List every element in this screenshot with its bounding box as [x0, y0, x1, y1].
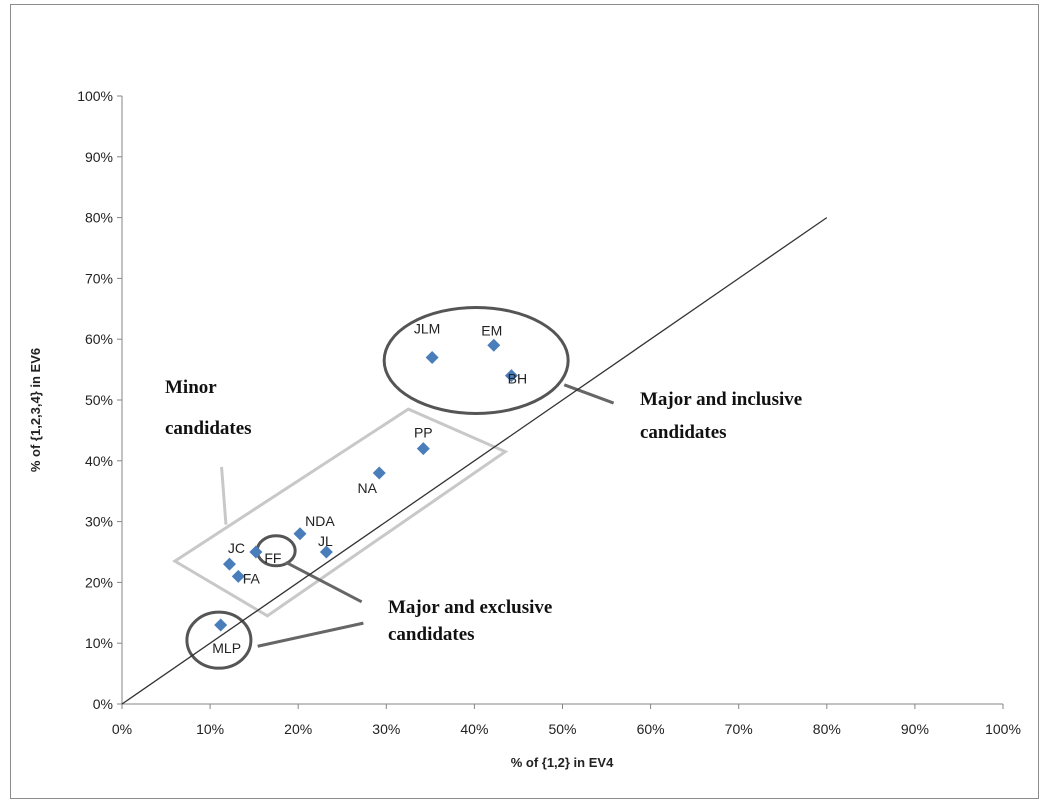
- y-tick-label: 30%: [85, 514, 113, 530]
- data-label-ff: FF: [264, 550, 281, 566]
- major-exclusive-pointer-ff: [285, 561, 363, 604]
- y-tick-label: 50%: [85, 392, 113, 408]
- chart-frame: [10, 4, 1039, 799]
- y-tick-label: 20%: [85, 574, 113, 590]
- x-tick-label: 20%: [284, 721, 312, 737]
- y-tick-label: 40%: [85, 453, 113, 469]
- data-label-em: EM: [481, 322, 502, 338]
- annotation-minor-candidates: Minor candidates: [165, 377, 252, 439]
- x-tick-label: 80%: [813, 721, 841, 737]
- data-point-jlm: [425, 350, 439, 364]
- data-label-jc: JC: [228, 540, 245, 556]
- data-point-pp: [416, 442, 430, 456]
- diagonal-reference-line: [121, 217, 828, 705]
- y-tick-label: 90%: [85, 149, 113, 165]
- x-tick-label: 70%: [725, 721, 753, 737]
- data-point-nda: [293, 527, 307, 541]
- x-tick-label: 60%: [637, 721, 665, 737]
- data-label-jl: JL: [318, 533, 333, 549]
- annotation-major-inclusive: Major and inclusive candidates: [640, 389, 807, 443]
- data-point-jc: [222, 557, 236, 571]
- y-tick-label: 80%: [85, 210, 113, 226]
- y-tick-label: 60%: [85, 331, 113, 347]
- y-axis-title: % of {1,2,3,4} in EV6: [28, 348, 43, 472]
- data-point-mlp: [214, 618, 228, 632]
- y-tick-label: 100%: [77, 88, 113, 104]
- data-label-pp: PP: [414, 425, 433, 441]
- data-label-nda: NDA: [305, 513, 335, 529]
- data-point-em: [487, 338, 501, 352]
- x-tick-label: 0%: [112, 721, 132, 737]
- x-tick-label: 40%: [460, 721, 488, 737]
- minor-candidates-pointer: [220, 466, 228, 525]
- data-label-na: NA: [358, 480, 378, 496]
- x-tick-label: 10%: [196, 721, 224, 737]
- y-tick-label: 10%: [85, 635, 113, 651]
- data-label-jlm: JLM: [414, 320, 440, 336]
- x-axis-title: % of {1,2} in EV4: [511, 755, 614, 770]
- data-point-jl: [319, 545, 333, 559]
- data-label-mlp: MLP: [212, 640, 241, 656]
- data-label-fa: FA: [243, 570, 261, 586]
- data-label-bh: BH: [508, 371, 527, 387]
- x-tick-label: 30%: [372, 721, 400, 737]
- mlp-ellipse: [185, 610, 253, 670]
- minor-candidates-box: [172, 407, 509, 618]
- y-tick-label: 70%: [85, 270, 113, 286]
- x-tick-label: 90%: [901, 721, 929, 737]
- x-tick-label: 100%: [985, 721, 1021, 737]
- major-inclusive-ellipse: [382, 305, 570, 415]
- annotation-major-exclusive: Major and exclusive candidates: [388, 597, 557, 645]
- data-point-fa: [231, 569, 245, 583]
- data-point-bh: [504, 369, 518, 383]
- x-tick-label: 50%: [548, 721, 576, 737]
- major-exclusive-pointer-mlp: [257, 621, 364, 648]
- data-point-ff: [249, 545, 263, 559]
- y-tick-label: 0%: [93, 696, 113, 712]
- data-point-na: [372, 466, 386, 480]
- major-inclusive-pointer: [563, 383, 615, 405]
